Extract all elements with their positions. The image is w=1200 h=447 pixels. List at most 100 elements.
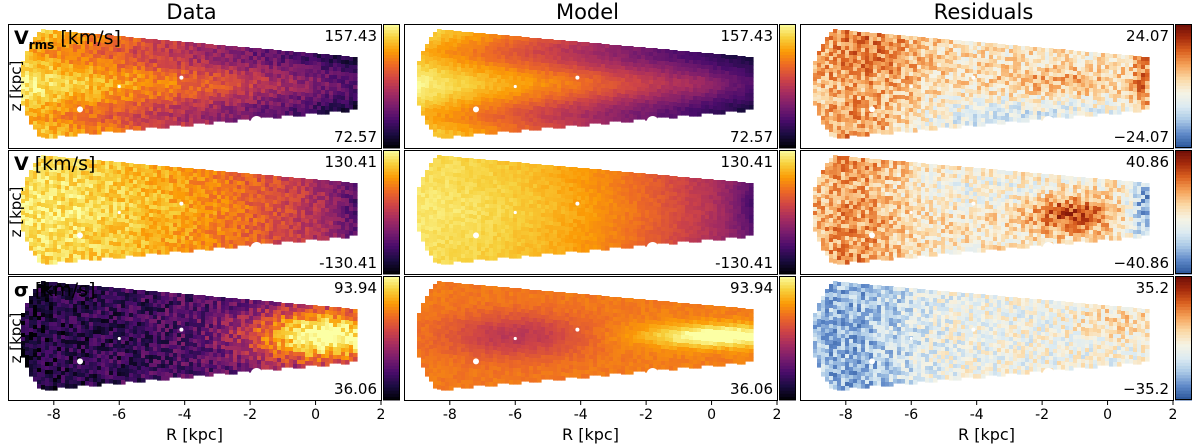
masked-star xyxy=(250,241,263,254)
colorbar-min-label: 36.06 xyxy=(730,380,773,398)
column-title-data: Data xyxy=(166,0,216,24)
row-quantity-label: V [km/s] xyxy=(14,153,95,175)
colorbar-max-label: 93.94 xyxy=(730,279,773,297)
colorbar-min-label: 72.57 xyxy=(730,128,773,146)
velocity-map xyxy=(21,155,358,265)
masked-star xyxy=(76,106,83,113)
masked-star xyxy=(971,75,976,80)
x-axis-label: R [kpc] xyxy=(166,425,223,444)
x-tick-label: -8 xyxy=(443,407,457,423)
colorbar-max-label: 40.86 xyxy=(1126,153,1169,171)
masked-star xyxy=(677,33,687,43)
masked-star xyxy=(1073,285,1083,295)
axes-frame xyxy=(8,24,382,149)
colorbar xyxy=(383,24,400,149)
masked-star xyxy=(575,327,580,332)
colorbar-max-label: 35.2 xyxy=(1136,279,1169,297)
panel-model-row-1: 157.43 72.57 xyxy=(404,24,796,149)
masked-star xyxy=(646,241,659,254)
x-tick-label: 2 xyxy=(1169,407,1178,423)
masked-star xyxy=(1042,115,1055,128)
y-axis-label: z [kpc] xyxy=(7,61,25,112)
masked-star xyxy=(575,75,580,80)
x-tick-label: -2 xyxy=(1035,407,1049,423)
velocity-map xyxy=(813,281,1150,391)
colorbar xyxy=(383,276,400,401)
masked-star xyxy=(179,327,184,332)
masked-star xyxy=(250,115,263,128)
velocity-map xyxy=(813,155,1150,265)
masked-star xyxy=(1073,33,1083,43)
masked-star xyxy=(1073,159,1083,169)
velocity-map xyxy=(21,29,358,139)
colorbar xyxy=(779,24,796,149)
colorbar xyxy=(779,150,796,275)
colorbar xyxy=(1175,150,1192,275)
masked-star xyxy=(472,106,479,113)
masked-star xyxy=(513,336,517,341)
masked-star xyxy=(868,232,875,239)
axes-frame xyxy=(404,150,778,275)
colorbar-max-label: 157.43 xyxy=(325,27,378,45)
x-tick-label: 0 xyxy=(311,407,320,423)
colorbar-max-label: 130.41 xyxy=(325,153,378,171)
masked-star xyxy=(117,210,121,215)
colorbar-min-label: −24.07 xyxy=(1113,128,1169,146)
colorbar xyxy=(383,150,400,275)
axes-frame xyxy=(8,276,382,401)
masked-star xyxy=(117,336,121,341)
x-tick-label: -8 xyxy=(47,407,61,423)
colorbar-max-label: 157.43 xyxy=(721,27,774,45)
x-tick-label: -4 xyxy=(178,407,192,423)
x-axis-label: R [kpc] xyxy=(958,425,1015,444)
x-tick-label: -6 xyxy=(112,407,126,423)
masked-star xyxy=(472,358,479,365)
velocity-map xyxy=(417,281,754,391)
masked-star xyxy=(76,232,83,239)
x-tick-label: -2 xyxy=(639,407,653,423)
panel-model-row-2: 130.41 -130.41 xyxy=(404,150,796,275)
colorbar-min-label: −40.86 xyxy=(1113,254,1169,272)
masked-star xyxy=(868,358,875,365)
row-quantity-label: σ [km/s] xyxy=(14,279,96,301)
colorbar-min-label: 72.57 xyxy=(334,128,377,146)
masked-star xyxy=(868,106,875,113)
panel-residuals-row-1: 24.07 −24.07 xyxy=(800,24,1192,149)
colorbar-max-label: 130.41 xyxy=(721,153,774,171)
x-tick-label: -4 xyxy=(970,407,984,423)
masked-star xyxy=(513,84,517,89)
panel-data-row-3: 93.94 36.06 σ [km/s] z [kpc] -8 -6 -4 -2 0 2 R [kp… xyxy=(7,276,400,444)
panel-model-row-3: 93.94 36.06 -8 -6 -4 -2 0 2 R [kpc] xyxy=(404,276,796,444)
masked-star xyxy=(677,159,687,169)
velocity-map xyxy=(417,155,754,265)
row-quantity-label: Vrms [km/s] xyxy=(14,27,121,52)
axes-frame xyxy=(800,276,1174,401)
panel-residuals-row-3: 35.2 −35.2 -8 -6 -4 -2 0 2 R [kpc] xyxy=(800,276,1192,444)
masked-star xyxy=(281,159,291,169)
masked-star xyxy=(909,336,913,341)
masked-star xyxy=(677,285,687,295)
colorbar xyxy=(1175,24,1192,149)
colorbar-min-label: -130.41 xyxy=(319,254,377,272)
y-axis-label: z [kpc] xyxy=(7,187,25,238)
x-tick-label: 0 xyxy=(1103,407,1112,423)
masked-star xyxy=(472,232,479,239)
x-tick-label: 2 xyxy=(773,407,782,423)
panel-data-row-1: 157.43 72.57 Vrms [km/s] z [kpc] xyxy=(7,24,400,149)
x-tick-label: 0 xyxy=(707,407,716,423)
panel-residuals-row-2: 40.86 −40.86 xyxy=(800,150,1192,275)
masked-star xyxy=(250,367,263,380)
colorbar-max-label: 24.07 xyxy=(1126,27,1169,45)
colorbar-min-label: -130.41 xyxy=(715,254,773,272)
masked-star xyxy=(909,210,913,215)
y-axis-label: z [kpc] xyxy=(7,313,25,364)
x-tick-label: -2 xyxy=(243,407,257,423)
masked-star xyxy=(281,285,291,295)
velocity-map xyxy=(813,29,1150,139)
colorbar-max-label: 93.94 xyxy=(334,279,377,297)
masked-star xyxy=(646,115,659,128)
masked-star xyxy=(1042,241,1055,254)
masked-star xyxy=(971,201,976,206)
masked-star xyxy=(575,201,580,206)
masked-star xyxy=(76,358,83,365)
